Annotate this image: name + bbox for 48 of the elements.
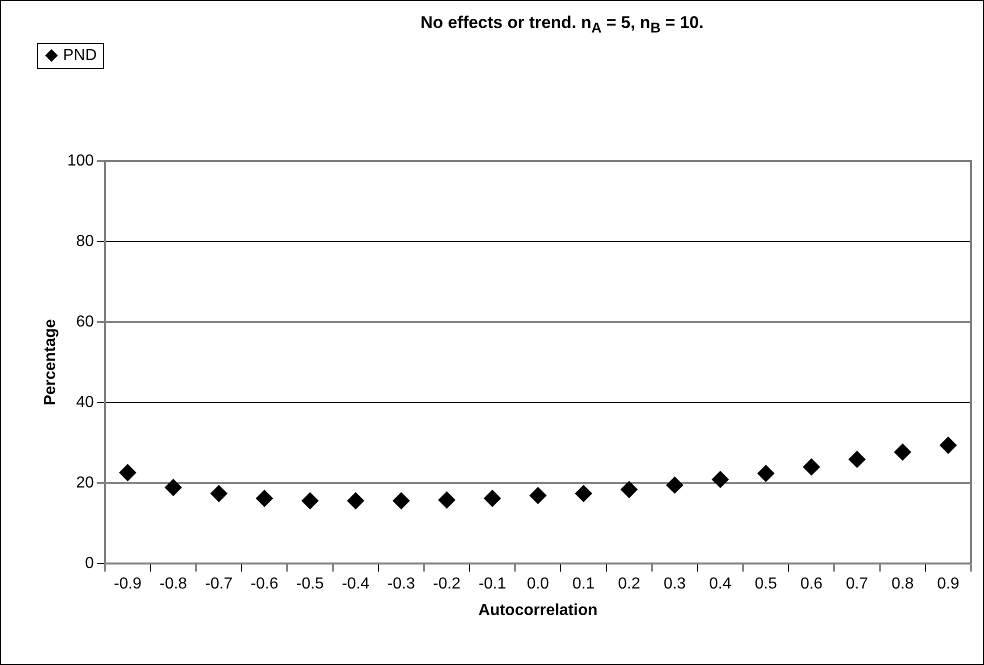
x-tick-label: -0.1: [478, 576, 506, 593]
point: [848, 450, 866, 468]
y-tick-label: 100: [67, 152, 94, 170]
x-tick-label: 0.3: [664, 576, 686, 593]
x-tick-label: 0.0: [526, 576, 550, 593]
legend-label: PND: [63, 47, 97, 64]
point: [575, 485, 592, 502]
x-tick-label: 0.1: [572, 576, 595, 593]
point: [164, 479, 182, 496]
point: [757, 464, 774, 482]
x-tick-label: -0.6: [250, 576, 278, 593]
point: [119, 464, 136, 482]
point: [940, 436, 957, 454]
point: [894, 444, 912, 461]
y-tick-label: 80: [76, 232, 94, 250]
point: [712, 470, 729, 488]
x-tick-label: 0.2: [618, 576, 640, 593]
x-tick-label: 0.6: [800, 576, 823, 593]
x-tick-label: -0.8: [159, 576, 188, 593]
x-tick-label: -0.4: [342, 576, 370, 593]
point: [347, 492, 364, 510]
point: [302, 492, 319, 510]
x-tick-label: -0.3: [387, 576, 416, 593]
x-tick-label: -0.7: [205, 576, 233, 593]
point: [256, 490, 273, 507]
y-axis-title: Percentage: [42, 319, 60, 406]
x-tick-label: 0.7: [846, 576, 868, 593]
point: [210, 485, 228, 502]
x-tick-label: 0.4: [709, 576, 732, 593]
x-tick-label: 0.9: [937, 576, 960, 593]
y-tick-label: 40: [76, 394, 94, 411]
x-tick-label: 0.5: [754, 576, 778, 593]
x-tick-label: -0.5: [296, 576, 324, 593]
y-tick-label: 60: [76, 313, 94, 330]
y-tick-label: 0: [84, 555, 94, 572]
point: [438, 491, 456, 508]
x-tick-label: -0.9: [114, 576, 142, 593]
x-tick-label: -0.2: [432, 576, 461, 593]
point: [666, 476, 684, 494]
x-axis-title: Autocorrelation: [478, 602, 598, 619]
point: [802, 458, 820, 476]
point: [484, 490, 501, 507]
point: [529, 487, 546, 504]
point: [392, 492, 410, 510]
x-tick-label: 0.8: [892, 576, 914, 593]
point: [620, 481, 638, 498]
chart-title: No effects or trend. n$_{A}$ = 5, n$_{B}$ = 10.: [419, 13, 705, 36]
y-tick-label: 20: [76, 474, 94, 492]
